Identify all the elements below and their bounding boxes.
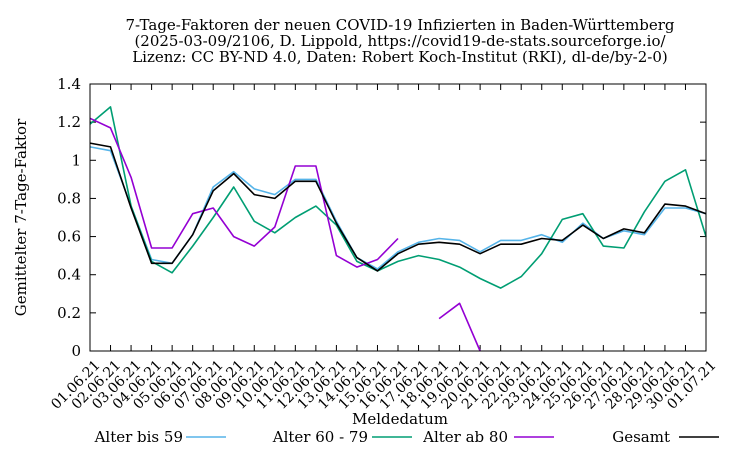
title-line: Lizenz: CC BY-ND 4.0, Daten: Robert Koch… [132,48,668,66]
y-tick-label: 0.6 [57,228,81,246]
x-axis-label: Meldedatum [352,410,448,428]
plot-frame [89,83,707,352]
series-line-3 [89,142,707,272]
y-tick-label: 1 [71,151,81,169]
legend-label: Alter 60 - 79 [272,428,368,446]
y-tick-label: 1.2 [57,113,81,131]
y-tick-label: 0.2 [57,304,81,322]
legend-label: Alter ab 80 [422,428,508,446]
x-axis-ticks: 01.06.2102.06.2103.06.2104.06.2105.06.21… [48,84,720,413]
y-tick-label: 0 [71,342,81,360]
legend-label: Alter bis 59 [94,428,183,446]
y-tick-label: 0.4 [57,266,81,284]
y-tick-label: 0.8 [57,189,81,207]
chart-title: 7-Tage-Faktoren der neuen COVID-19 Infiz… [125,16,674,66]
series-line-2 [89,117,481,352]
series-line-0 [89,146,707,270]
title-line: (2025-03-09/2106, D. Lippold, https://co… [134,32,666,50]
title-line: 7-Tage-Faktoren der neuen COVID-19 Infiz… [125,16,674,34]
y-tick-label: 1.4 [57,75,81,93]
legend: Alter bis 59 Alter 60 - 79 Alter ab 80 Gesa… [94,428,719,446]
series-lines [89,106,707,352]
series-line-1 [89,106,707,289]
y-axis-ticks: 0 0.2 0.4 0.6 0.8 1 1.2 1.4 [57,75,706,360]
y-axis-label: Gemittelter 7-Tage-Faktor [12,118,30,316]
legend-label: Gesamt [612,428,670,446]
